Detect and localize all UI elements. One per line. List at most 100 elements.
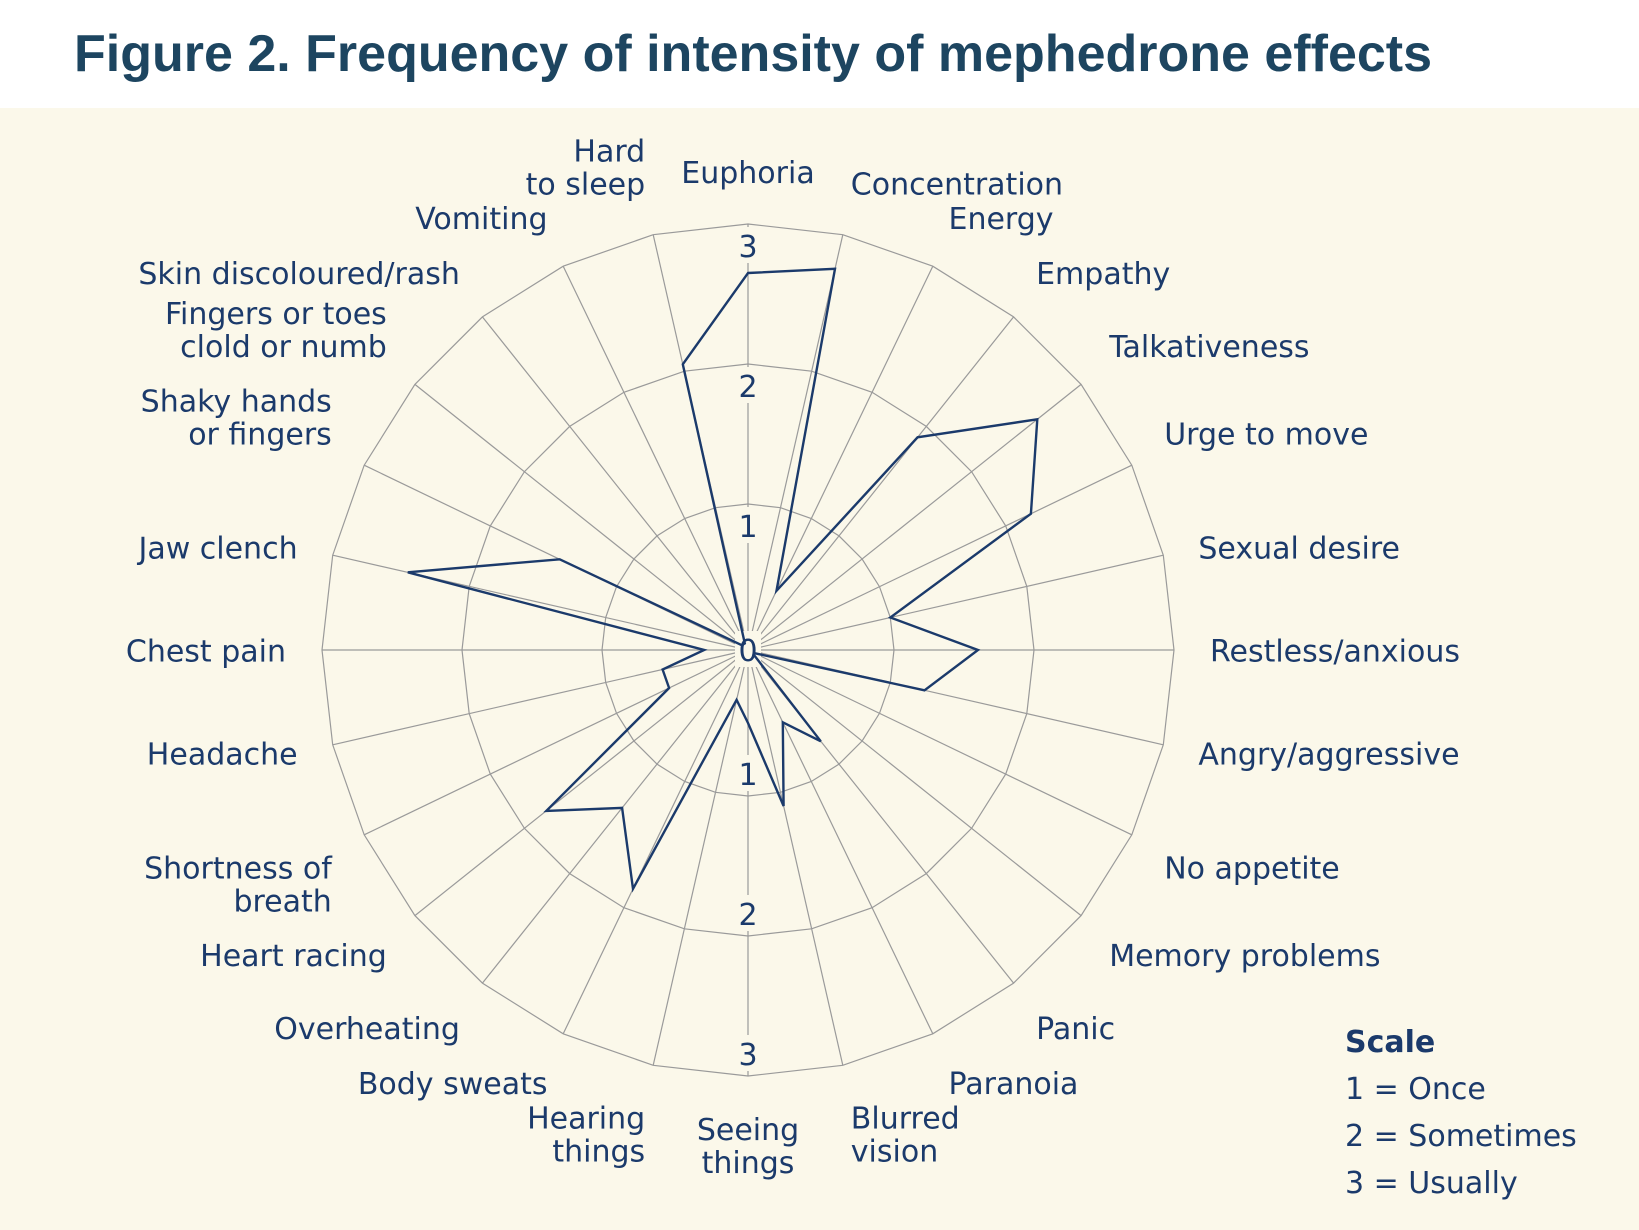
category-label: Talkativeness [1108,330,1309,365]
category-label: Concentration [851,168,1063,203]
category-label-line: Energy [949,202,1054,237]
grid-spoke [562,265,749,651]
grid-spoke [747,649,1082,917]
grid-spoke [747,649,934,1035]
grid-spoke [363,464,749,651]
category-label-line: clold or numb [180,330,387,365]
scale-legend-item-usually: 3 = Usually [1345,1166,1518,1201]
category-label-line: Chest pain [126,635,286,670]
category-label-line: Blurred [851,1101,960,1136]
tick-label-up-bg [735,631,761,667]
category-label-line: Sexual desire [1198,532,1400,567]
grid-spoke [481,649,749,984]
tick-label-up-bg [735,507,761,543]
grid-spoke [747,316,1015,651]
tick-label-up-bg [735,367,761,403]
category-label-line: things [702,1146,795,1181]
radar-series [407,267,1039,893]
grid-spoke [481,316,749,651]
category-label-line: Shortness of [144,852,333,887]
category-label: Shaky hands or fingers [141,385,332,453]
category-label-line: Body sweats [358,1067,548,1102]
category-label-line: Jaw clench [136,532,297,567]
tick-label-down-bg [735,755,761,791]
tick-label-down-bg [735,1035,761,1071]
category-label-line: Restless/anxious [1210,635,1460,670]
category-label-line: Skin discoloured/rash [138,257,460,292]
category-label: Chest pain [126,635,286,670]
radar-grid [321,223,1175,1077]
category-label-line: or fingers [188,418,332,453]
category-label: Overheating [274,1012,460,1047]
grid-spoke [747,649,844,1066]
scale-legend-item-once: 1 = Once [1345,1072,1486,1107]
category-label: Blurred vision [851,1101,960,1169]
category-label-line: to sleep [526,168,646,203]
category-label: Seeing things [697,1113,799,1181]
category-label-line: Talkativeness [1108,330,1309,365]
category-label: Paranoia [949,1067,1079,1102]
category-label: Empathy [1036,257,1170,292]
category-label: Heart racing [200,939,387,974]
grid-spoke [747,265,934,651]
category-label-line: Concentration [851,168,1063,203]
category-label: Fingers or toes clold or numb [165,297,387,365]
tick-label-down-bg [735,895,761,931]
category-label-line: Euphoria [681,156,814,191]
category-label-line: Memory problems [1109,939,1380,974]
tick-label-up: 1 [738,510,757,545]
category-label-line: Shaky hands [141,385,332,420]
category-label: Headache [147,737,298,772]
category-label: Jaw clench [136,532,297,567]
grid-spoke [747,554,1164,651]
category-label-line: Urge to move [1164,418,1368,453]
tick-label-up: 0 [738,634,757,669]
series-line [407,267,1039,893]
category-label-line: Headache [147,737,298,772]
grid-spoke [363,649,749,836]
category-label-line: Paranoia [949,1067,1079,1102]
grid-spoke [747,383,1082,651]
tick-label-down: 3 [738,1038,757,1073]
scale-legend-heading: Scale [1345,1025,1436,1060]
category-label-line: Angry/aggressive [1198,737,1459,772]
grid-spoke [332,649,749,746]
category-label: Euphoria [681,156,814,191]
grid-spoke [747,464,1133,651]
category-label-line: vision [851,1134,938,1169]
category-label-line: Overheating [274,1012,460,1047]
tick-label-down: 1 [738,758,757,793]
category-label: Memory problems [1109,939,1380,974]
scale-legend-item-sometimes: 2 = Sometimes [1345,1119,1577,1154]
tick-label-up-bg [735,227,761,263]
category-label-line: Hearing [527,1101,645,1136]
tick-label-up: 3 [738,230,757,265]
radar-tick-labels: 0 1 2 3 1 2 3 [735,227,761,1073]
category-label-line: Empathy [1036,257,1170,292]
category-label: Vomiting [415,202,547,237]
figure-title: Figure 2. Frequency of intensity of meph… [74,25,1433,83]
tick-label-down: 2 [738,898,757,933]
category-label: Skin discoloured/rash [138,257,460,292]
category-label: Urge to move [1164,418,1368,453]
category-label: Angry/aggressive [1198,737,1459,772]
grid-spoke [414,383,749,651]
grid-spoke [414,649,749,917]
chart-panel [0,108,1639,1230]
category-label: Body sweats [358,1067,548,1102]
category-label: Shortness of breath [144,852,333,920]
category-label-line: Heart racing [200,939,387,974]
scale-legend: Scale 1 = Once 2 = Sometimes 3 = Usually [1345,1025,1577,1207]
grid-spoke [332,554,749,651]
category-label-line: breath [233,885,331,920]
grid-spoke [652,649,749,1066]
grid-spoke [747,649,1133,836]
category-label-line: Vomiting [415,202,547,237]
category-label: Sexual desire [1198,532,1400,567]
category-label: Hearing things [527,1101,645,1169]
category-label: Restless/anxious [1210,635,1460,670]
grid-spoke [562,649,749,1035]
category-label-line: things [552,1134,645,1169]
